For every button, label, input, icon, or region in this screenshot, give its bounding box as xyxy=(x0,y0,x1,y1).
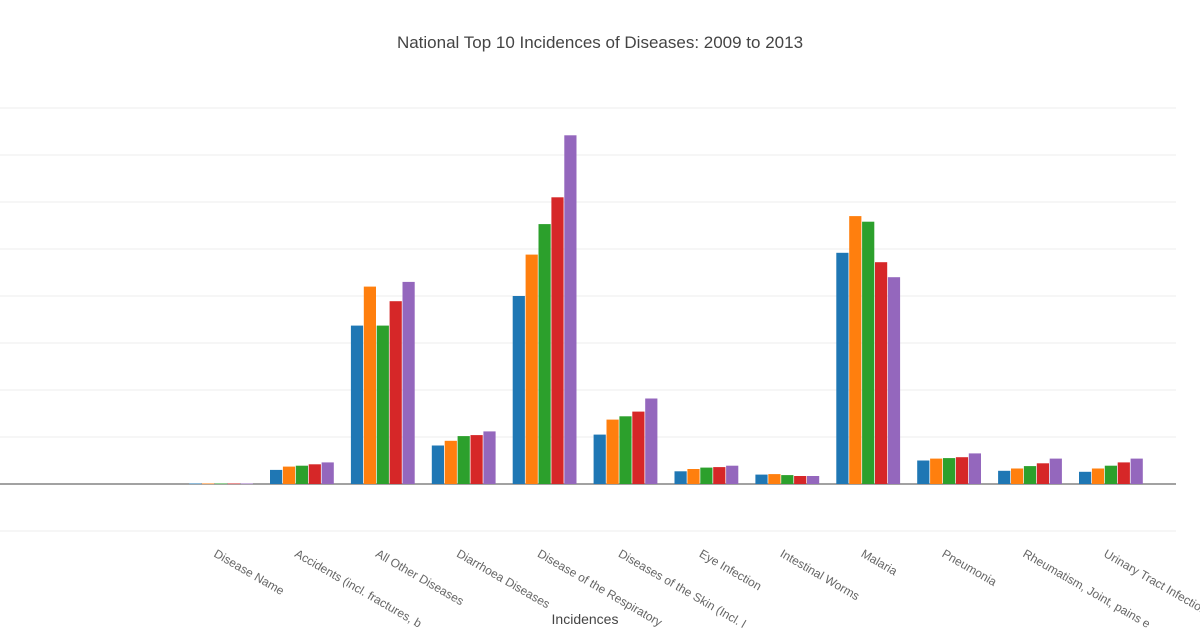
bar xyxy=(376,325,389,484)
bar xyxy=(930,458,943,484)
x-tick-label: Accidents (incl. fractures, b xyxy=(292,546,424,630)
bar xyxy=(955,457,969,484)
bar xyxy=(457,436,470,484)
x-tick-label: Rheumatism, Joint, pains e xyxy=(1021,546,1154,630)
bar xyxy=(887,277,901,484)
bar xyxy=(564,135,577,485)
bar xyxy=(389,301,402,484)
bar xyxy=(444,440,457,484)
bar xyxy=(968,453,981,484)
bar xyxy=(282,466,296,484)
bar xyxy=(606,419,619,484)
bar xyxy=(295,465,308,484)
bar xyxy=(849,216,862,484)
bar xyxy=(363,286,376,484)
bar xyxy=(525,254,538,484)
bar xyxy=(674,471,687,484)
bar xyxy=(321,462,334,484)
bar xyxy=(755,474,768,484)
bar xyxy=(214,483,228,485)
bar xyxy=(551,197,564,485)
bar xyxy=(240,483,253,485)
bar xyxy=(781,475,794,484)
bar xyxy=(350,325,364,484)
chart-title: National Top 10 Incidences of Diseases: … xyxy=(396,33,804,52)
bar xyxy=(1104,465,1117,484)
bar xyxy=(1130,458,1143,484)
bar xyxy=(431,445,444,484)
bar xyxy=(1117,462,1130,484)
bar xyxy=(1049,458,1062,484)
bar xyxy=(794,476,807,484)
x-tick-label: Diseases of the Skin (Incl. l xyxy=(616,546,748,630)
x-tick-label: Disease Name xyxy=(212,546,287,598)
x-tick-label: Intestinal Worms xyxy=(778,546,862,603)
bar xyxy=(538,224,551,484)
bar xyxy=(512,296,525,484)
bar xyxy=(593,434,606,484)
bar xyxy=(713,467,726,484)
bar xyxy=(862,221,875,484)
bar xyxy=(645,398,658,484)
bar xyxy=(402,281,415,484)
bar xyxy=(807,476,820,484)
bar xyxy=(1023,466,1037,484)
bar xyxy=(1011,468,1024,484)
bar xyxy=(619,416,632,484)
bar xyxy=(998,470,1011,484)
x-tick-label: Pneumonia xyxy=(940,546,1000,589)
gridlines xyxy=(0,107,1176,532)
bar xyxy=(632,411,645,484)
bar xyxy=(483,431,496,484)
bar xyxy=(726,465,739,484)
bar xyxy=(308,464,321,484)
bar xyxy=(943,458,956,484)
bar xyxy=(700,467,713,484)
bar xyxy=(1036,463,1049,484)
bar xyxy=(768,474,781,484)
x-tick-labels: Disease Name Accidents (incl. fractures, … xyxy=(212,546,1200,630)
bar xyxy=(836,252,849,484)
bar xyxy=(270,469,283,484)
bar xyxy=(1079,471,1092,484)
x-tick-label: Malaria xyxy=(859,546,900,578)
bar xyxy=(687,469,700,484)
bar xyxy=(1091,468,1105,484)
bar xyxy=(875,262,888,484)
x-tick-label: Eye Infection xyxy=(697,546,764,593)
bar xyxy=(189,483,202,485)
bar xyxy=(227,483,240,485)
bar xyxy=(202,483,215,485)
bars xyxy=(189,135,1143,485)
bar xyxy=(917,460,930,484)
bar xyxy=(470,435,483,484)
x-axis-title: Incidences xyxy=(552,611,619,627)
